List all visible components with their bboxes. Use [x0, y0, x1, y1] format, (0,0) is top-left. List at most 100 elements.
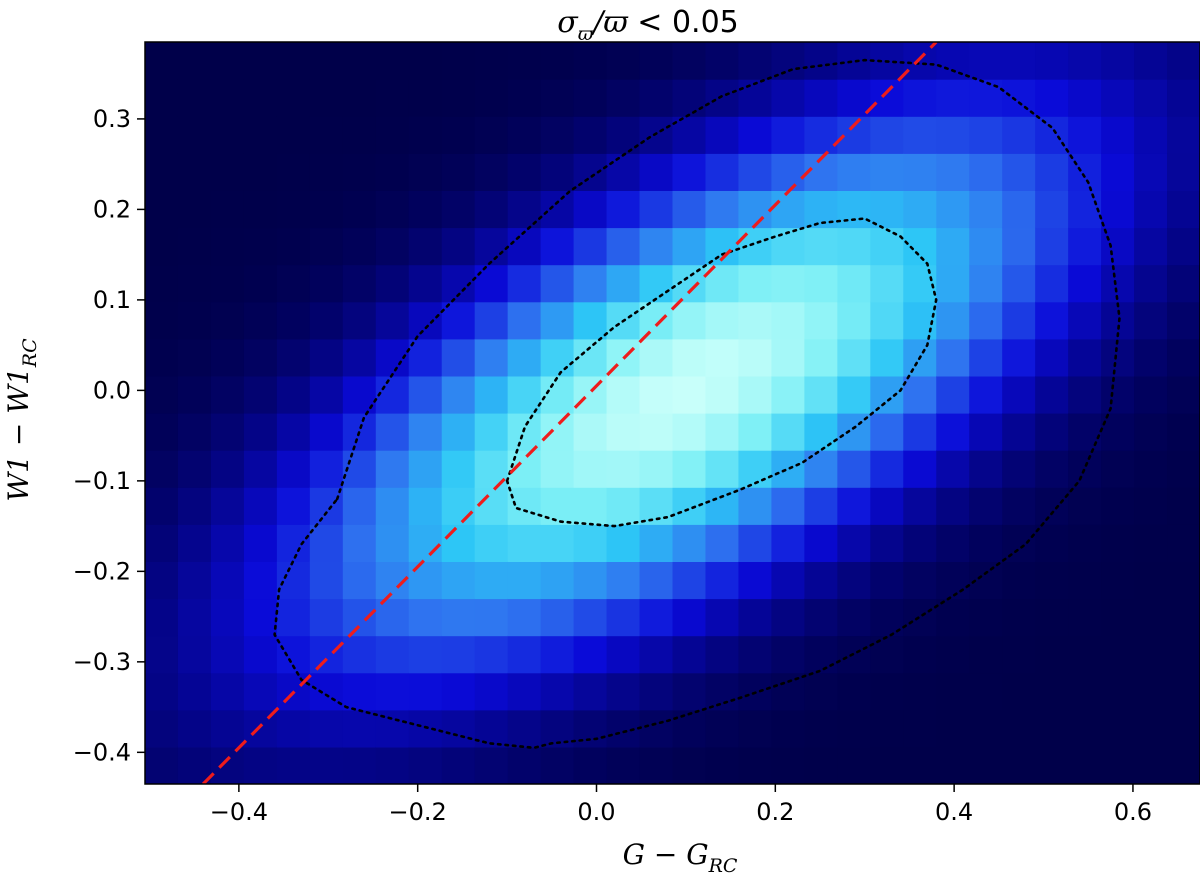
heatmap-cell [936, 450, 970, 488]
heatmap-cell [936, 487, 970, 525]
heatmap-cell [210, 79, 245, 117]
heatmap-cell [540, 190, 575, 229]
heatmap-cell [969, 598, 1003, 637]
heatmap-cell [870, 375, 904, 414]
heatmap-cell [1101, 375, 1135, 414]
heatmap-cell [474, 227, 509, 266]
heatmap-cell [474, 116, 509, 154]
heatmap-cell [145, 450, 179, 488]
heatmap-cell [210, 709, 245, 748]
heatmap-cell [1002, 635, 1036, 674]
heatmap-cell [145, 487, 179, 525]
heatmap-cell [969, 116, 1003, 154]
heatmap-cell [969, 709, 1003, 748]
heatmap-cell [342, 116, 377, 154]
heatmap-cell [276, 561, 311, 600]
heatmap-cell [1002, 524, 1036, 562]
heatmap-cell [210, 413, 245, 451]
heatmap-cell [1101, 561, 1135, 600]
heatmap-cell [1002, 190, 1036, 229]
x-tick-label: −0.2 [389, 798, 447, 826]
heatmap-cell [738, 190, 773, 229]
heatmap-cell [441, 598, 476, 637]
heatmap-cell [210, 450, 245, 488]
heatmap-cell [936, 561, 970, 600]
heatmap-cell [705, 190, 740, 229]
heatmap-cell [1068, 487, 1102, 525]
heatmap-cell [573, 79, 608, 117]
heatmap-cell [969, 450, 1003, 488]
chart-title: σϖ/ϖ < 0.05 [557, 5, 739, 45]
heatmap-cell [540, 746, 575, 784]
heatmap-cell [375, 264, 410, 303]
heatmap-cell [474, 487, 509, 525]
heatmap-cell [474, 635, 509, 674]
heatmap-cell [672, 190, 707, 229]
heatmap-cell [573, 598, 608, 637]
heatmap-cell [507, 79, 542, 117]
heatmap-cell [936, 153, 970, 191]
heatmap-cell [540, 487, 575, 525]
heatmap-cell [507, 264, 542, 303]
heatmap-cell [936, 116, 970, 154]
heatmap-cell [903, 264, 937, 303]
heatmap-cell [145, 672, 179, 711]
heatmap-cell [639, 42, 674, 80]
heatmap-cell [1167, 153, 1200, 191]
heatmap-cell [738, 42, 773, 80]
heatmap-cell [573, 264, 608, 303]
heatmap-cell [441, 116, 476, 154]
heatmap-cell [540, 116, 575, 154]
heatmap-cell [1002, 301, 1036, 340]
heatmap-cell [936, 413, 970, 451]
heatmap-cell [1035, 375, 1069, 414]
heatmap-cell [903, 413, 937, 451]
heatmap-cell [870, 338, 904, 377]
heatmap-cell [408, 338, 443, 377]
heatmap-cell [1068, 561, 1102, 600]
heatmap-cell [969, 301, 1003, 340]
heatmap-cell [210, 116, 245, 154]
heatmap-cell [375, 413, 410, 451]
heatmap-cell [408, 301, 443, 340]
heatmap-cell [1134, 301, 1168, 340]
heatmap-cell [342, 301, 377, 340]
heatmap-cell [804, 672, 838, 711]
heatmap-cell [177, 79, 212, 117]
heatmap-cell [309, 338, 344, 377]
heatmap-cell [342, 561, 377, 600]
heatmap-cell [573, 301, 608, 340]
heatmap-cell [639, 413, 674, 451]
heatmap-cell [936, 190, 970, 229]
heatmap-cell [705, 561, 740, 600]
heatmap-cell [408, 709, 443, 748]
heatmap-cell [1167, 413, 1200, 451]
heatmap-cell [177, 190, 212, 229]
heatmap-cell [606, 746, 641, 784]
heatmap-cell [145, 709, 179, 748]
heatmap-cell [738, 598, 773, 637]
heatmap-cell [145, 227, 179, 266]
heatmap-cell [309, 375, 344, 414]
heatmap-cell [804, 487, 838, 525]
heatmap-cell [969, 79, 1003, 117]
heatmap-cell [309, 524, 344, 562]
heatmap-cell [705, 672, 740, 711]
y-tick-label: −0.2 [73, 557, 131, 585]
heatmap-cell [903, 635, 937, 674]
heatmap-cell [1035, 635, 1069, 674]
heatmap-cell [243, 301, 278, 340]
heatmap [145, 42, 1200, 784]
heatmap-cell [210, 153, 245, 191]
contour-inner [505, 217, 938, 528]
heatmap-cell [936, 375, 970, 414]
heatmap-cell [705, 450, 740, 488]
heatmap-cell [408, 413, 443, 451]
heatmap-cell [145, 413, 179, 451]
x-axis-label-main: G − G [623, 838, 709, 871]
heatmap-cell [936, 635, 970, 674]
heatmap-cell [441, 672, 476, 711]
heatmap-cell [1167, 227, 1200, 266]
heatmap-cell [1002, 264, 1036, 303]
heatmap-cell [1101, 190, 1135, 229]
